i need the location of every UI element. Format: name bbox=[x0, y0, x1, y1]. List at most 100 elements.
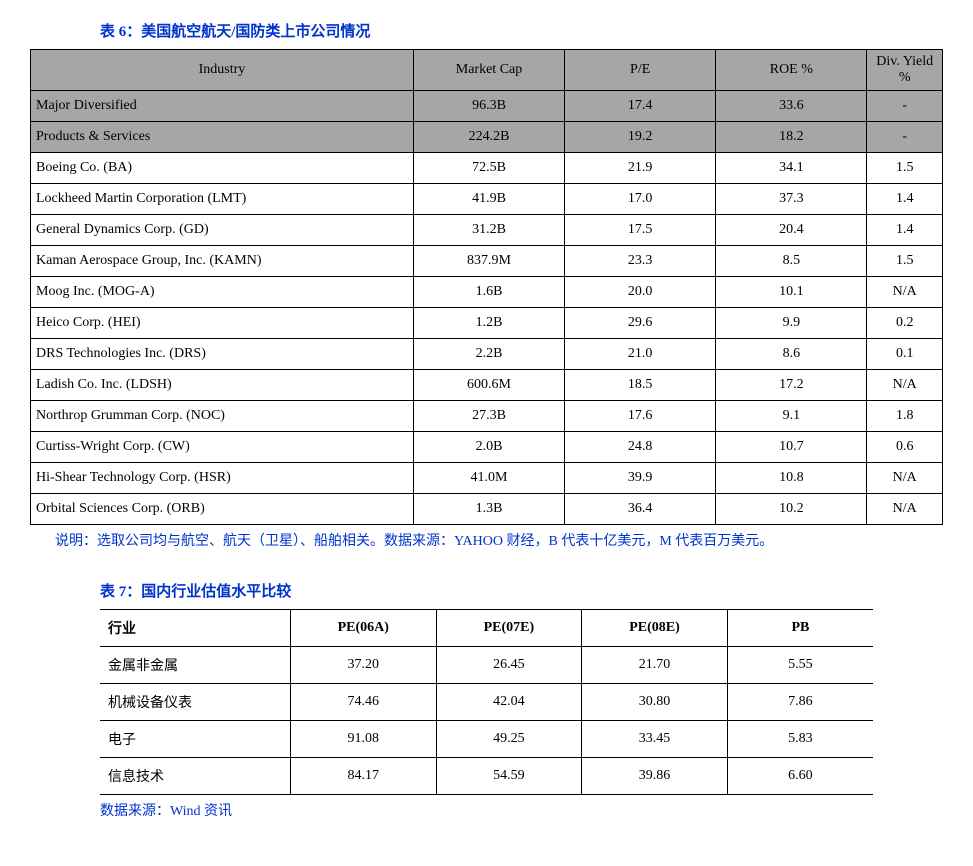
table-cell: DRS Technologies Inc. (DRS) bbox=[31, 339, 414, 370]
table-cell: 41.0M bbox=[413, 463, 564, 494]
table-cell: 39.9 bbox=[565, 463, 716, 494]
table-cell: 17.4 bbox=[565, 91, 716, 122]
table-cell: 5.83 bbox=[727, 721, 873, 758]
table-cell: 18.5 bbox=[565, 370, 716, 401]
table-cell: Curtiss-Wright Corp. (CW) bbox=[31, 432, 414, 463]
table-cell: 23.3 bbox=[565, 246, 716, 277]
table-row: Orbital Sciences Corp. (ORB)1.3B36.410.2… bbox=[31, 494, 943, 525]
table-cell: 17.5 bbox=[565, 215, 716, 246]
table-row: 机械设备仪表74.4642.0430.807.86 bbox=[100, 684, 873, 721]
table-cell: 机械设备仪表 bbox=[100, 684, 290, 721]
table-cell: 30.80 bbox=[582, 684, 728, 721]
table-row: Moog Inc. (MOG-A)1.6B20.010.1N/A bbox=[31, 277, 943, 308]
table-cell: Major Diversified bbox=[31, 91, 414, 122]
table-cell: 36.4 bbox=[565, 494, 716, 525]
table6: Industry Market Cap P/E ROE % Div. Yield… bbox=[30, 49, 943, 525]
table-cell: 74.46 bbox=[290, 684, 436, 721]
table-cell: N/A bbox=[867, 277, 943, 308]
table-cell: 2.0B bbox=[413, 432, 564, 463]
table-cell: 21.70 bbox=[582, 647, 728, 684]
table7-header-cell: 行业 bbox=[100, 610, 290, 647]
table7-header-cell: PE(07E) bbox=[436, 610, 582, 647]
table-cell: 19.2 bbox=[565, 122, 716, 153]
table-cell: - bbox=[867, 122, 943, 153]
table-cell: 18.2 bbox=[716, 122, 867, 153]
table-row: Major Diversified96.3B17.433.6- bbox=[31, 91, 943, 122]
table-cell: Hi-Shear Technology Corp. (HSR) bbox=[31, 463, 414, 494]
table-cell: 5.55 bbox=[727, 647, 873, 684]
table-cell: Heico Corp. (HEI) bbox=[31, 308, 414, 339]
table6-header-cell: Market Cap bbox=[413, 50, 564, 91]
table-row: Lockheed Martin Corporation (LMT)41.9B17… bbox=[31, 184, 943, 215]
table-cell: 9.1 bbox=[716, 401, 867, 432]
table-cell: 0.2 bbox=[867, 308, 943, 339]
table-cell: 17.6 bbox=[565, 401, 716, 432]
table-cell: 29.6 bbox=[565, 308, 716, 339]
table-cell: 21.0 bbox=[565, 339, 716, 370]
table-cell: 信息技术 bbox=[100, 758, 290, 795]
table-cell: - bbox=[867, 91, 943, 122]
table-cell: Products & Services bbox=[31, 122, 414, 153]
table-cell: 600.6M bbox=[413, 370, 564, 401]
table-cell: Orbital Sciences Corp. (ORB) bbox=[31, 494, 414, 525]
table-cell: 224.2B bbox=[413, 122, 564, 153]
table-cell: 17.0 bbox=[565, 184, 716, 215]
table-cell: Boeing Co. (BA) bbox=[31, 153, 414, 184]
table6-header-cell: Industry bbox=[31, 50, 414, 91]
table-cell: 10.8 bbox=[716, 463, 867, 494]
table-cell: 34.1 bbox=[716, 153, 867, 184]
table7-header-cell: PE(06A) bbox=[290, 610, 436, 647]
table7-title: 表 7：国内行业估值水平比较 bbox=[100, 580, 943, 601]
table-cell: 10.7 bbox=[716, 432, 867, 463]
table-cell: 24.8 bbox=[565, 432, 716, 463]
table-cell: 1.5 bbox=[867, 246, 943, 277]
table-cell: N/A bbox=[867, 494, 943, 525]
table-cell: 49.25 bbox=[436, 721, 582, 758]
table-cell: 33.45 bbox=[582, 721, 728, 758]
table-cell: 9.9 bbox=[716, 308, 867, 339]
table-cell: 39.86 bbox=[582, 758, 728, 795]
table-cell: 2.2B bbox=[413, 339, 564, 370]
table-cell: 837.9M bbox=[413, 246, 564, 277]
table6-header-cell: Div. Yield % bbox=[867, 50, 943, 91]
table-row: 金属非金属37.2026.4521.705.55 bbox=[100, 647, 873, 684]
table-cell: 1.5 bbox=[867, 153, 943, 184]
table-cell: 96.3B bbox=[413, 91, 564, 122]
table7-source: 数据来源：Wind 资讯 bbox=[100, 800, 873, 820]
table-cell: 20.0 bbox=[565, 277, 716, 308]
table-cell: Moog Inc. (MOG-A) bbox=[31, 277, 414, 308]
table-row: Hi-Shear Technology Corp. (HSR)41.0M39.9… bbox=[31, 463, 943, 494]
table-cell: 26.45 bbox=[436, 647, 582, 684]
table6-header-cell: P/E bbox=[565, 50, 716, 91]
table-cell: 72.5B bbox=[413, 153, 564, 184]
table-cell: Lockheed Martin Corporation (LMT) bbox=[31, 184, 414, 215]
table-cell: Northrop Grumman Corp. (NOC) bbox=[31, 401, 414, 432]
table-cell: 1.8 bbox=[867, 401, 943, 432]
table-cell: 21.9 bbox=[565, 153, 716, 184]
table6-title: 表 6：美国航空航天/国防类上市公司情况 bbox=[100, 20, 943, 41]
table6-header-row: Industry Market Cap P/E ROE % Div. Yield… bbox=[31, 50, 943, 91]
table-cell: 6.60 bbox=[727, 758, 873, 795]
table-row: General Dynamics Corp. (GD)31.2B17.520.4… bbox=[31, 215, 943, 246]
table-row: 电子91.0849.2533.455.83 bbox=[100, 721, 873, 758]
table-cell: 91.08 bbox=[290, 721, 436, 758]
table-cell: 10.2 bbox=[716, 494, 867, 525]
table-cell: 20.4 bbox=[716, 215, 867, 246]
table7: 行业 PE(06A) PE(07E) PE(08E) PB 金属非金属37.20… bbox=[100, 609, 873, 795]
table-cell: 1.4 bbox=[867, 215, 943, 246]
table-cell: 1.2B bbox=[413, 308, 564, 339]
table-cell: Ladish Co. Inc. (LDSH) bbox=[31, 370, 414, 401]
table-cell: 42.04 bbox=[436, 684, 582, 721]
table-row: Products & Services224.2B19.218.2- bbox=[31, 122, 943, 153]
table-cell: 10.1 bbox=[716, 277, 867, 308]
table7-header-cell: PE(08E) bbox=[582, 610, 728, 647]
table-cell: 37.20 bbox=[290, 647, 436, 684]
table-row: Boeing Co. (BA)72.5B21.934.11.5 bbox=[31, 153, 943, 184]
table-cell: Kaman Aerospace Group, Inc. (KAMN) bbox=[31, 246, 414, 277]
table6-header-cell: ROE % bbox=[716, 50, 867, 91]
table-cell: 27.3B bbox=[413, 401, 564, 432]
table-cell: 37.3 bbox=[716, 184, 867, 215]
table-row: DRS Technologies Inc. (DRS)2.2B21.08.60.… bbox=[31, 339, 943, 370]
table-cell: N/A bbox=[867, 463, 943, 494]
table-row: 信息技术84.1754.5939.866.60 bbox=[100, 758, 873, 795]
